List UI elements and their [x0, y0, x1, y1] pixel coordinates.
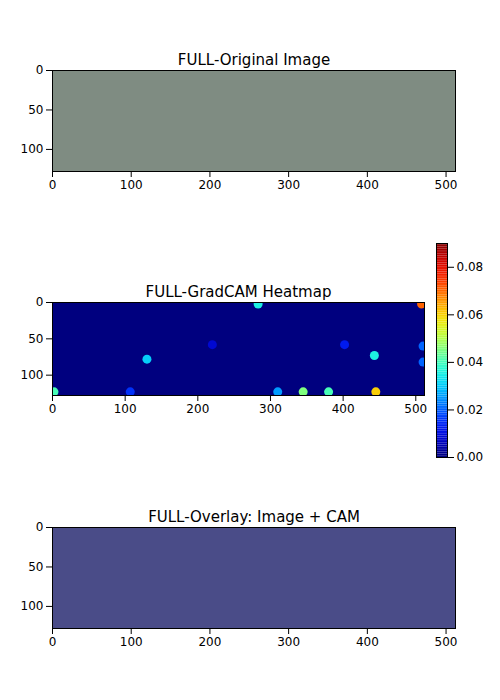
- svg-text:FULL-GradCAM Heatmap: FULL-GradCAM Heatmap: [146, 283, 332, 301]
- svg-text:0.00: 0.00: [457, 450, 484, 464]
- svg-text:0: 0: [49, 635, 57, 649]
- svg-text:500: 500: [404, 402, 427, 416]
- svg-text:0.06: 0.06: [457, 308, 484, 322]
- svg-text:200: 200: [198, 635, 221, 649]
- svg-text:50: 50: [28, 332, 43, 346]
- svg-text:400: 400: [332, 402, 355, 416]
- svg-text:200: 200: [186, 402, 209, 416]
- svg-text:100: 100: [120, 635, 143, 649]
- svg-text:0: 0: [36, 63, 44, 77]
- svg-text:100: 100: [114, 402, 137, 416]
- svg-text:100: 100: [21, 142, 44, 156]
- svg-text:100: 100: [21, 599, 44, 613]
- svg-text:300: 300: [259, 402, 282, 416]
- svg-text:300: 300: [277, 635, 300, 649]
- svg-text:0: 0: [49, 402, 57, 416]
- svg-text:0: 0: [49, 178, 57, 192]
- svg-text:0.02: 0.02: [457, 403, 484, 417]
- svg-text:300: 300: [277, 178, 300, 192]
- svg-text:100: 100: [120, 178, 143, 192]
- svg-text:0: 0: [36, 295, 44, 309]
- svg-text:50: 50: [28, 560, 43, 574]
- svg-text:200: 200: [198, 178, 221, 192]
- svg-text:0.08: 0.08: [457, 260, 484, 274]
- svg-text:0.04: 0.04: [457, 355, 484, 369]
- svg-text:0: 0: [36, 520, 44, 534]
- svg-text:100: 100: [21, 368, 44, 382]
- svg-text:500: 500: [435, 178, 458, 192]
- svg-text:FULL-Overlay: Image + CAM: FULL-Overlay: Image + CAM: [148, 508, 360, 526]
- svg-text:400: 400: [356, 178, 379, 192]
- svg-text:500: 500: [435, 635, 458, 649]
- svg-text:FULL-Original Image: FULL-Original Image: [178, 51, 330, 69]
- svg-text:50: 50: [28, 103, 43, 117]
- svg-text:400: 400: [356, 635, 379, 649]
